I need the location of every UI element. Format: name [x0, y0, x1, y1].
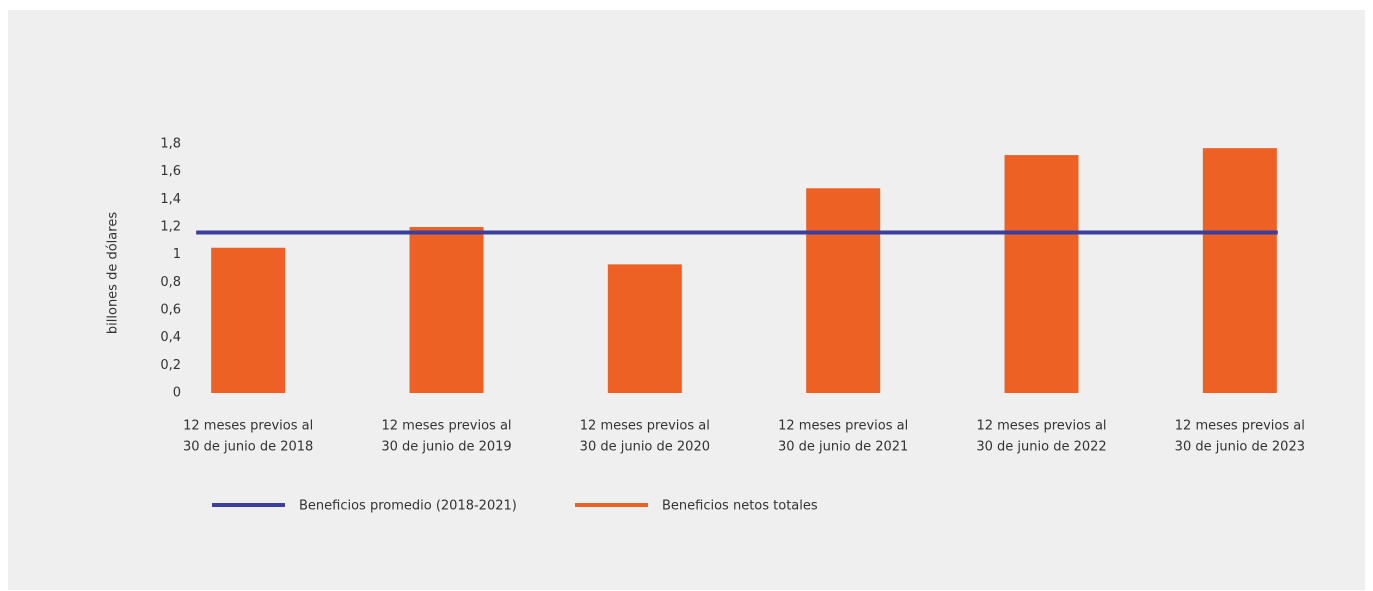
x-tick-label: 12 meses previos al [1175, 419, 1305, 434]
x-tick-label: 12 meses previos al [381, 419, 511, 434]
y-tick-label: 0,4 [160, 330, 181, 345]
x-tick-label: 12 meses previos al [778, 419, 908, 434]
y-tick-label: 0,2 [160, 358, 181, 373]
x-tick-label: 30 de junio de 2018 [183, 440, 313, 455]
y-tick-label: 0,8 [160, 275, 181, 290]
x-tick-label: 30 de junio de 2019 [381, 440, 511, 455]
y-tick-label: 0 [173, 386, 181, 401]
x-tick-label: 12 meses previos al [976, 419, 1106, 434]
bar [806, 188, 881, 393]
x-tick-label: 30 de junio de 2022 [976, 440, 1106, 455]
legend-label: Beneficios promedio (2018-2021) [299, 499, 517, 514]
x-tick-label: 12 meses previos al [580, 419, 710, 434]
legend-label: Beneficios netos totales [662, 499, 818, 514]
bar [409, 227, 484, 393]
bar [1202, 148, 1277, 393]
bar [211, 247, 286, 393]
y-tick-label: 1,8 [160, 137, 181, 152]
x-tick-label: 30 de junio de 2023 [1175, 440, 1305, 455]
bar [1004, 155, 1079, 393]
y-tick-label: 1 [173, 247, 181, 262]
y-tick-label: 1,4 [160, 192, 181, 207]
y-tick-label: 1,6 [160, 164, 181, 179]
y-tick-label: 0,6 [160, 303, 181, 318]
x-tick-label: 30 de junio de 2020 [580, 440, 710, 455]
y-axis-label: billones de dólares [106, 212, 121, 334]
x-tick-label: 30 de junio de 2021 [778, 440, 908, 455]
x-tick-label: 12 meses previos al [183, 419, 313, 434]
y-tick-label: 1,2 [160, 220, 181, 235]
bar [607, 264, 682, 393]
